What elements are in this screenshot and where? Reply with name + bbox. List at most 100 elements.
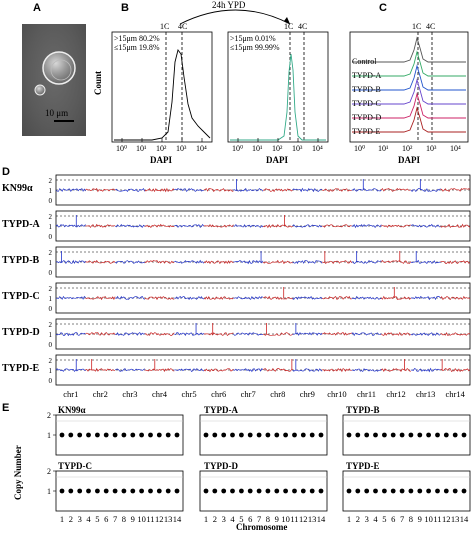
c-sample-1: TYPD-A: [352, 71, 382, 80]
d-signal-2-7: [262, 259, 293, 265]
e-point-2-12: [443, 432, 449, 438]
d-chr-label-8: chr8: [270, 389, 286, 399]
b-right-stat-2: ≤15μm 99.99%: [230, 43, 280, 52]
d-signal-1-3: [144, 223, 175, 228]
e-xtick-0-5: 5: [95, 514, 100, 524]
e-xtick-2-10: 10: [424, 514, 433, 524]
d-chr-label-13: chr13: [415, 389, 436, 399]
d-signal-2-10: [351, 260, 382, 264]
large-cell-inner: [50, 59, 72, 81]
panel-letter-a: A: [33, 2, 41, 14]
e-point-2-4: [373, 432, 378, 438]
b-right-stat-1: >15μm 0.01%: [230, 34, 276, 43]
b-left-histogram: 1C 4C >15μm 80.2% ≤15μm 19.8% 10⁰ 10¹ 10…: [111, 23, 213, 165]
e-point-4-2: [212, 488, 218, 494]
e-point-2-14: [461, 432, 467, 438]
e-point-3-3: [77, 488, 83, 494]
d-signal-3-10: [351, 296, 382, 300]
e-point-3-13: [165, 488, 171, 494]
d-row-label-5: TYPD-E: [2, 363, 40, 374]
e-point-2-1: [346, 432, 352, 438]
b-left-xtick-4: 10⁴: [196, 144, 207, 153]
e-xtick-1-9: 9: [274, 514, 279, 524]
e-point-3-1: [59, 488, 65, 494]
small-cell: [34, 84, 46, 96]
e-point-5-12: [443, 488, 449, 494]
e-point-3-4: [86, 488, 91, 494]
e-point-5-10: [426, 488, 431, 494]
d-ytick-2-2: 0: [49, 269, 53, 277]
cell-drawing: [34, 51, 76, 122]
d-ytick-5-0: 2: [49, 357, 53, 365]
e-point-4-13: [309, 488, 315, 494]
d-signal-0-0: [55, 188, 86, 192]
d-signal-5-5: [203, 368, 234, 373]
d-row-label-3: TYPD-C: [2, 291, 40, 302]
panel-letter-d: D: [2, 166, 10, 178]
c-xtick-4: 10⁴: [450, 144, 461, 153]
e-xtick-2-11: 11: [433, 514, 442, 524]
e-xtick-1-3: 3: [221, 514, 226, 524]
d-signal-1-7: [262, 224, 293, 229]
e-point-4-1: [203, 488, 209, 494]
e-xtick-1-8: 8: [265, 514, 271, 524]
d-row-label-0: KN99α: [2, 183, 33, 194]
e-point-2-11: [435, 432, 440, 438]
b-left-xtick-0: 10⁰: [116, 144, 128, 153]
e-point-0-12: [156, 432, 162, 438]
e-point-5-13: [452, 488, 458, 494]
e-xtick-0-10: 10: [137, 514, 146, 524]
e-point-5-4: [373, 488, 378, 494]
d-ytick-1-2: 0: [49, 233, 53, 241]
d-signal-0-9: [322, 188, 352, 192]
d-signal-5-8: [292, 368, 323, 372]
d-signal-1-8: [292, 224, 323, 228]
e-frame-4: [199, 470, 328, 512]
d-signal-4-6: [233, 332, 264, 336]
e-point-4-14: [318, 488, 324, 494]
e-xtick-2-6: 6: [391, 514, 396, 524]
e-point-3-10: [139, 488, 145, 494]
e-point-5-9: [417, 488, 423, 494]
e-point-3-12: [156, 488, 162, 494]
d-ytick-0-1: 1: [49, 187, 53, 195]
e-point-1-9: [274, 432, 280, 438]
e-point-1-2: [212, 432, 218, 438]
e-xtick-1-11: 11: [290, 514, 299, 524]
d-signal-3-8: [292, 295, 323, 300]
d-signal-4-11: [381, 331, 412, 336]
e-point-1-13: [309, 432, 315, 438]
d-ytick-0-2: 0: [49, 197, 53, 205]
c-curve-3: [352, 78, 466, 105]
e-xtick-0-6: 6: [104, 514, 109, 524]
b-right-xtick-3: 10³: [292, 144, 303, 153]
e-xtick-1-6: 6: [248, 514, 253, 524]
e-xtick-0-13: 13: [163, 514, 173, 524]
d-ytick-5-1: 1: [49, 367, 53, 375]
d-ytick-4-1: 1: [49, 331, 53, 339]
c-xtick-0: 10⁰: [354, 144, 366, 153]
e-point-1-8: [265, 432, 271, 438]
d-signal-2-13: [440, 260, 471, 265]
e-point-0-6: [103, 432, 109, 438]
d-signal-0-2: [114, 188, 146, 192]
d-signal-0-13: [440, 188, 471, 192]
d-signal-4-1: [85, 332, 116, 336]
d-signal-0-4: [174, 188, 204, 193]
d-signal-4-0: [55, 332, 86, 337]
e-point-4-6: [247, 488, 253, 494]
d-signal-1-0: [55, 224, 86, 228]
e-xtick-0-2: 2: [68, 514, 73, 524]
e-xtick-2-12: 12: [442, 514, 451, 524]
d-signal-2-11: [381, 260, 412, 264]
d-signal-1-13: [440, 223, 471, 228]
c-sample-4: TYPD-D: [352, 113, 382, 122]
e-xtick-0-7: 7: [112, 514, 118, 524]
e-point-2-3: [364, 432, 370, 438]
c-curve-4: [352, 92, 466, 119]
e-xtick-2-2: 2: [355, 514, 360, 524]
e-point-5-2: [355, 488, 361, 494]
e-xtick-1-7: 7: [256, 514, 262, 524]
e-xtick-2-4: 4: [373, 514, 378, 524]
e-xtick-2-9: 9: [417, 514, 422, 524]
